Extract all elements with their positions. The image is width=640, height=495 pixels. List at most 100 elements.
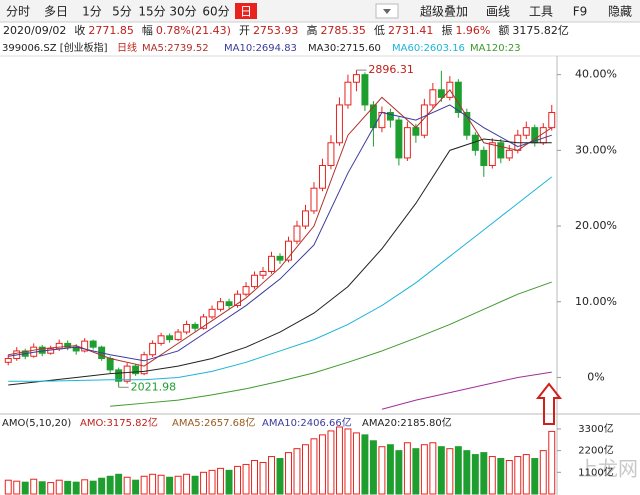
volume-bar (497, 458, 505, 495)
candle-body (259, 270, 267, 276)
toolbar-button[interactable]: 工具 (529, 5, 553, 19)
volume-bar (55, 479, 63, 495)
candle-body (412, 127, 420, 136)
y-tick-label: 30.00% (575, 143, 617, 156)
volume-bar (166, 476, 174, 495)
ma-line (8, 88, 553, 367)
volume-header: AMA5:2657.68亿 (172, 416, 255, 429)
volume-bar (378, 446, 386, 495)
candle-body (55, 342, 63, 350)
volume-bar (208, 469, 216, 495)
candle-body (403, 127, 411, 159)
candle-body (293, 225, 301, 242)
volume-bar (285, 452, 292, 495)
volume-bar (522, 454, 530, 495)
volume-bar (98, 477, 106, 495)
volume-bar (140, 475, 148, 495)
candle-body (463, 112, 471, 136)
red-arrow (535, 382, 563, 425)
info-label: 振 (441, 23, 452, 37)
ma-line (8, 138, 552, 386)
volume-header: AMO:3175.82亿 (80, 416, 158, 429)
toolbar-button[interactable]: 画线 (486, 5, 510, 19)
candle-body (191, 323, 199, 329)
volume-header: AMA20:2185.80亿 (362, 416, 452, 429)
toolbar-button[interactable]: 隐藏 (608, 5, 632, 19)
candle-body (200, 316, 208, 329)
toolbar-button[interactable]: 60分 (202, 5, 229, 19)
legend-item: MA60:2603.16 (392, 43, 465, 54)
volume-bar (115, 473, 123, 495)
volume-bar (293, 448, 301, 495)
candle-body (352, 74, 360, 83)
y-tick-label: 20.00% (575, 219, 617, 232)
toolbar-button[interactable]: 分时 (6, 5, 30, 19)
info-value: 2753.93 (253, 24, 299, 37)
candle-body (378, 112, 386, 129)
candle-body (208, 308, 216, 318)
candle-body (454, 81, 462, 114)
low-annotation: 2021.98 (131, 380, 177, 393)
candle-body (437, 89, 445, 98)
volume-bar (81, 479, 89, 495)
candle-body (497, 142, 505, 159)
volume-bar (38, 481, 46, 495)
volume-bar (463, 450, 471, 495)
toolbar-button[interactable]: 5分 (112, 5, 132, 19)
candle-body (81, 340, 89, 352)
toolbar-bg (0, 0, 640, 22)
volume-bar (89, 480, 97, 495)
legend-item: MA5:2739.52 (142, 43, 209, 54)
volume-bar (344, 428, 352, 495)
volume-bar (21, 481, 29, 495)
toolbar-button[interactable]: 超级叠加 (420, 4, 468, 19)
candle-body (318, 164, 326, 189)
info-label: 收 (74, 23, 85, 37)
ma-line (8, 176, 553, 382)
volume-bar (446, 448, 454, 495)
volume-bar (361, 434, 369, 495)
candle-body (302, 210, 309, 227)
volume-bar (539, 450, 547, 495)
info-value: 0.78%(21.43) (156, 24, 231, 37)
info-label: 额 (498, 24, 509, 37)
volume-bar (429, 442, 437, 495)
volume-bar (13, 480, 21, 495)
symbol: 399006.SZ [创业板指] (2, 41, 108, 54)
volume-bar (471, 454, 479, 495)
candle-body (217, 301, 225, 310)
info-value: 3175.82亿 (512, 24, 569, 37)
volume-bar (505, 459, 513, 495)
volume-bar (4, 479, 12, 495)
volume-bar (318, 434, 326, 495)
toolbar-button[interactable]: 15分 (138, 5, 165, 19)
candle-body (276, 255, 284, 261)
info-label: 低 (374, 24, 385, 37)
volume-bar (310, 438, 318, 495)
candle-body (157, 335, 165, 344)
info-label: 高 (306, 23, 317, 37)
volume-bar (72, 481, 80, 495)
candle-body (123, 365, 131, 382)
volume-bar (386, 444, 394, 495)
volume-bar (149, 473, 157, 495)
toolbar-button[interactable]: 30分 (169, 5, 196, 19)
candle-body (386, 112, 394, 121)
toolbar-button[interactable]: 多日 (44, 5, 68, 19)
candle-body (47, 348, 55, 354)
toolbar-button[interactable]: 1分 (82, 5, 102, 19)
candle-body (505, 149, 513, 159)
ma-line (8, 104, 552, 362)
volume-bar (369, 440, 377, 495)
volume-bar (548, 430, 556, 495)
toolbar-button[interactable]: 日 (240, 5, 252, 19)
volume-bar (420, 444, 428, 495)
toolbar-button[interactable]: F9 (573, 5, 588, 19)
candle-body (548, 112, 556, 129)
legend-item: MA30:2715.60 (308, 43, 381, 54)
volume-bar (217, 467, 225, 495)
candle-body (132, 365, 140, 375)
info-value: 1.96% (455, 24, 490, 37)
candle-body (344, 81, 352, 106)
